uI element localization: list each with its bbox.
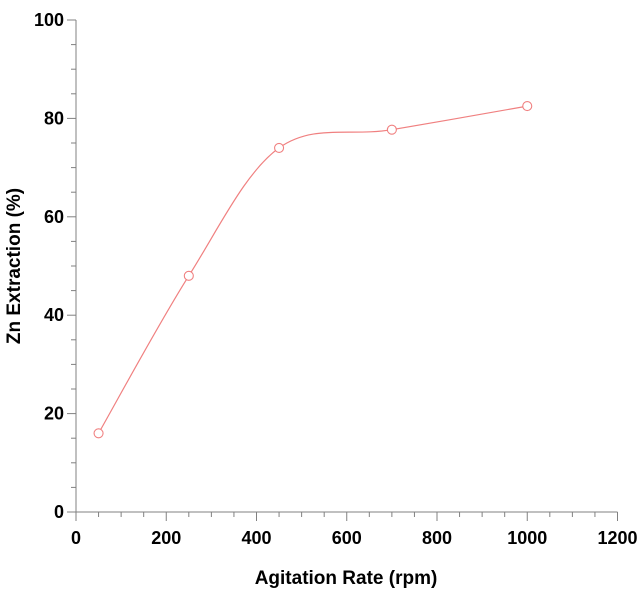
data-point (386, 124, 397, 135)
x-axis-label: Agitation Rate (rpm) (255, 568, 438, 589)
x-tick-label: 400 (241, 528, 271, 548)
x-tick-label: 800 (422, 528, 452, 548)
data-point (522, 101, 533, 112)
data-point (93, 428, 104, 439)
axes: 0 200 400 600 800 1000 1200 0 20 40 60 80 100 (34, 10, 638, 548)
x-tick-label: 0 (71, 528, 81, 548)
y-tick-label: 60 (44, 207, 64, 227)
y-tick-label: 80 (44, 108, 64, 128)
series-line (98, 105, 528, 434)
x-tick-label: 1000 (507, 528, 547, 548)
data-point (274, 142, 285, 153)
y-tick-label: 0 (54, 502, 64, 522)
y-tick-label: 20 (44, 404, 64, 424)
y-tick-label: 40 (44, 305, 64, 325)
y-tick-label: 100 (34, 10, 64, 30)
plot-area (93, 101, 533, 439)
x-tick-label: 1200 (597, 528, 637, 548)
x-tick-label: 200 (151, 528, 181, 548)
data-point (183, 270, 194, 281)
x-tick-label: 600 (332, 528, 362, 548)
y-axis-label: Zn Extraction (%) (4, 188, 25, 344)
